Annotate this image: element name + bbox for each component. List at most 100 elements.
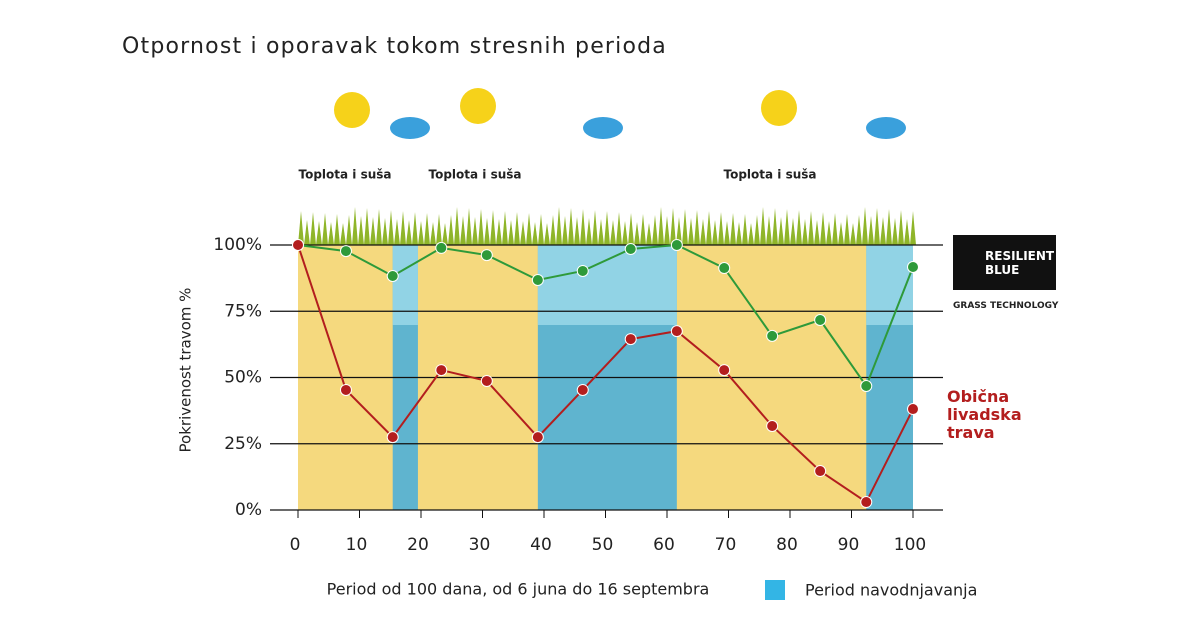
grass-blade	[574, 217, 580, 245]
annotation: Toplota i suša	[723, 168, 816, 182]
grass-blade	[616, 212, 622, 245]
grass-blade	[826, 221, 832, 245]
data-point	[531, 273, 544, 286]
grass-blade	[472, 217, 478, 245]
x-tick-label: 100	[894, 535, 926, 555]
data-point	[814, 465, 827, 478]
grass-blade	[544, 223, 550, 245]
grass-blade	[316, 221, 322, 245]
grass-blade	[604, 211, 610, 245]
x-tick-label: 60	[653, 535, 675, 555]
grass-blade	[766, 216, 772, 245]
series-line	[297, 243, 914, 389]
data-point	[339, 245, 352, 258]
grass-blade	[352, 207, 358, 245]
grass-blade	[898, 210, 904, 245]
grass-blade	[394, 219, 400, 245]
grass-blade	[388, 210, 394, 245]
x-tick-label: 30	[469, 535, 491, 555]
grass-blade	[640, 214, 646, 245]
grass-blade	[490, 210, 496, 245]
data-point	[718, 262, 731, 275]
grass-blade	[730, 213, 736, 245]
grass-blade	[418, 221, 424, 245]
logo-subtitle: GRASS TECHNOLOGY	[953, 301, 1059, 311]
data-point	[435, 241, 448, 254]
y-tick-label: 75%	[224, 301, 262, 321]
y-tick-label: 25%	[224, 434, 262, 454]
grass-blade	[778, 217, 784, 245]
grass-blade	[724, 221, 730, 245]
grass-blade	[406, 220, 412, 245]
data-point	[386, 270, 399, 283]
grass-blade	[496, 219, 502, 245]
grass-blade	[646, 223, 652, 245]
x-tick-label: 70	[715, 535, 737, 555]
grass-blade	[358, 216, 364, 245]
grass-blade	[670, 208, 676, 245]
sun-icon	[334, 88, 797, 128]
grass-blade	[850, 223, 856, 245]
grass-blade	[742, 214, 748, 245]
grass-blade	[784, 209, 790, 245]
grass-blade	[844, 214, 850, 245]
grass-blade	[328, 222, 334, 245]
y-tick-label: 100%	[213, 235, 262, 255]
water-surface	[537, 245, 677, 325]
grass-blade	[712, 220, 718, 245]
grass-blade	[862, 207, 868, 245]
x-tick-label: 90	[838, 535, 860, 555]
grass-blade	[550, 215, 556, 245]
grass-blade	[400, 211, 406, 245]
data-point	[624, 333, 637, 346]
grass-blade	[832, 213, 838, 245]
x-tick-label: 20	[407, 535, 429, 555]
grass-blade	[508, 220, 514, 245]
grass-blade	[424, 213, 430, 245]
grass-blade	[772, 208, 778, 245]
grass-blade	[820, 212, 826, 245]
grass-blade	[874, 208, 880, 245]
grass-blade	[592, 210, 598, 245]
grass-blade	[448, 215, 454, 245]
grass-blade	[856, 215, 862, 245]
grass-blade	[694, 210, 700, 245]
grass-blade	[688, 218, 694, 245]
grass-blade	[514, 212, 520, 245]
data-point	[386, 431, 399, 444]
data-point	[576, 264, 589, 277]
grass-blade	[802, 219, 808, 245]
grass-blade	[736, 222, 742, 245]
grass-blade	[436, 214, 442, 245]
data-point	[860, 379, 873, 392]
grass-blade	[886, 209, 892, 245]
grass-blade	[370, 217, 376, 245]
grass-blade	[322, 213, 328, 245]
data-point	[907, 403, 919, 416]
grass-blade	[310, 212, 316, 245]
grass-blade	[484, 218, 490, 245]
data-point	[670, 239, 683, 251]
data-point	[480, 249, 493, 262]
data-point	[860, 496, 873, 509]
grass-blade	[298, 211, 304, 245]
data-point	[531, 431, 544, 444]
grass-blade	[364, 208, 370, 245]
grass-blade	[808, 211, 814, 245]
grass-blade	[904, 219, 910, 245]
grass-blade	[622, 221, 628, 245]
data-point	[480, 374, 493, 387]
grass-blade	[880, 217, 886, 245]
grass-blade	[892, 218, 898, 245]
grass-blade	[652, 215, 658, 245]
grass-blade	[676, 217, 682, 245]
x-axis-label: Period od 100 dana, od 6 juna do 16 sept…	[327, 580, 710, 599]
grass-blade	[796, 210, 802, 245]
grass-blade	[586, 218, 592, 245]
data-point	[339, 383, 352, 396]
water-surface	[392, 245, 418, 325]
grass-blade	[568, 208, 574, 245]
grass-blade	[520, 221, 526, 245]
